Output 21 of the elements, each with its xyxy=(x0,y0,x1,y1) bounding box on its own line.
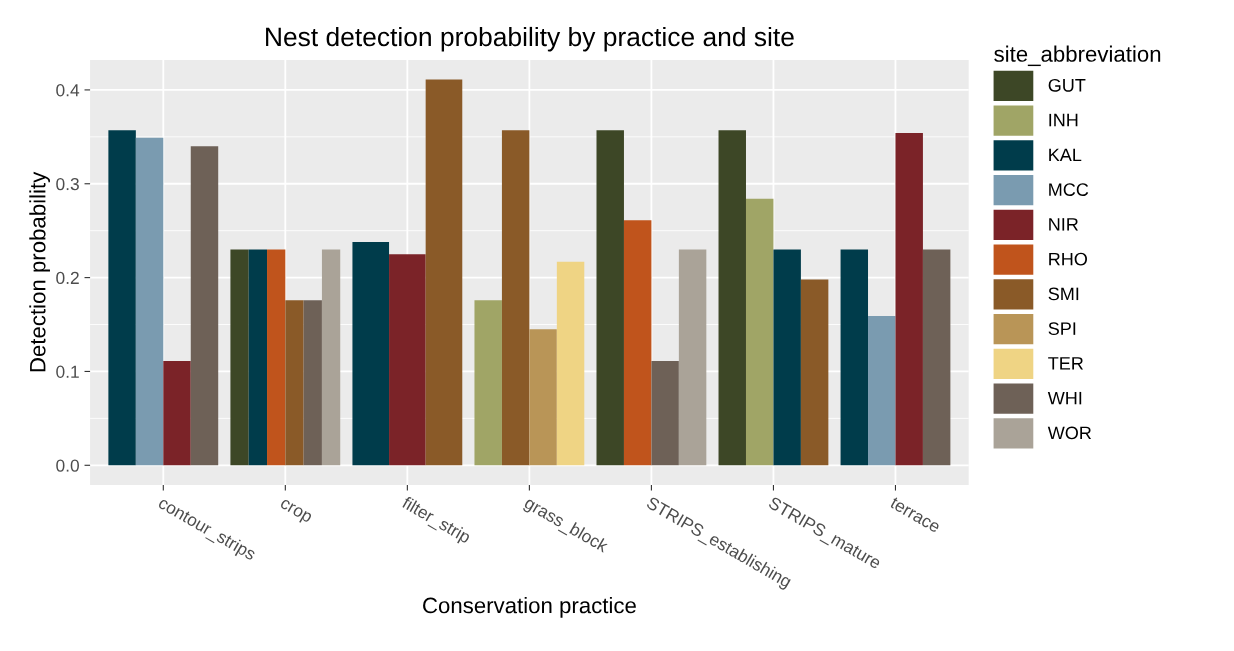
legend-label: RHO xyxy=(1049,252,1087,266)
chart-title: Nest detection probability by practice and site xyxy=(266,26,794,52)
legend-label: WOR xyxy=(1047,426,1092,440)
legend-label: INH xyxy=(1049,113,1078,127)
x-tick-label: crop xyxy=(277,498,313,526)
legend-label: GUT xyxy=(1048,78,1086,92)
y-tick-label: 0.3 xyxy=(56,177,79,191)
y-tick-label: 0.4 xyxy=(56,84,80,97)
legend-label: KAL xyxy=(1049,148,1082,162)
legend-label: WHI xyxy=(1047,391,1082,405)
y-axis-title: Detection probability xyxy=(29,171,50,372)
y-tick-label: 0.2 xyxy=(56,271,79,285)
legend-label: NIR xyxy=(1049,218,1078,231)
legend-label: TER xyxy=(1048,357,1084,370)
y-tick-label: 0.1 xyxy=(56,365,79,378)
legend-label: SMI xyxy=(1048,287,1079,301)
legend-label: MCC xyxy=(1049,183,1089,196)
x-axis-title: Conservation practice xyxy=(423,597,636,618)
y-tick-label: 0.0 xyxy=(56,459,79,472)
legend-label: SPI xyxy=(1048,322,1076,336)
legend-title: site_abbreviation xyxy=(994,45,1161,67)
